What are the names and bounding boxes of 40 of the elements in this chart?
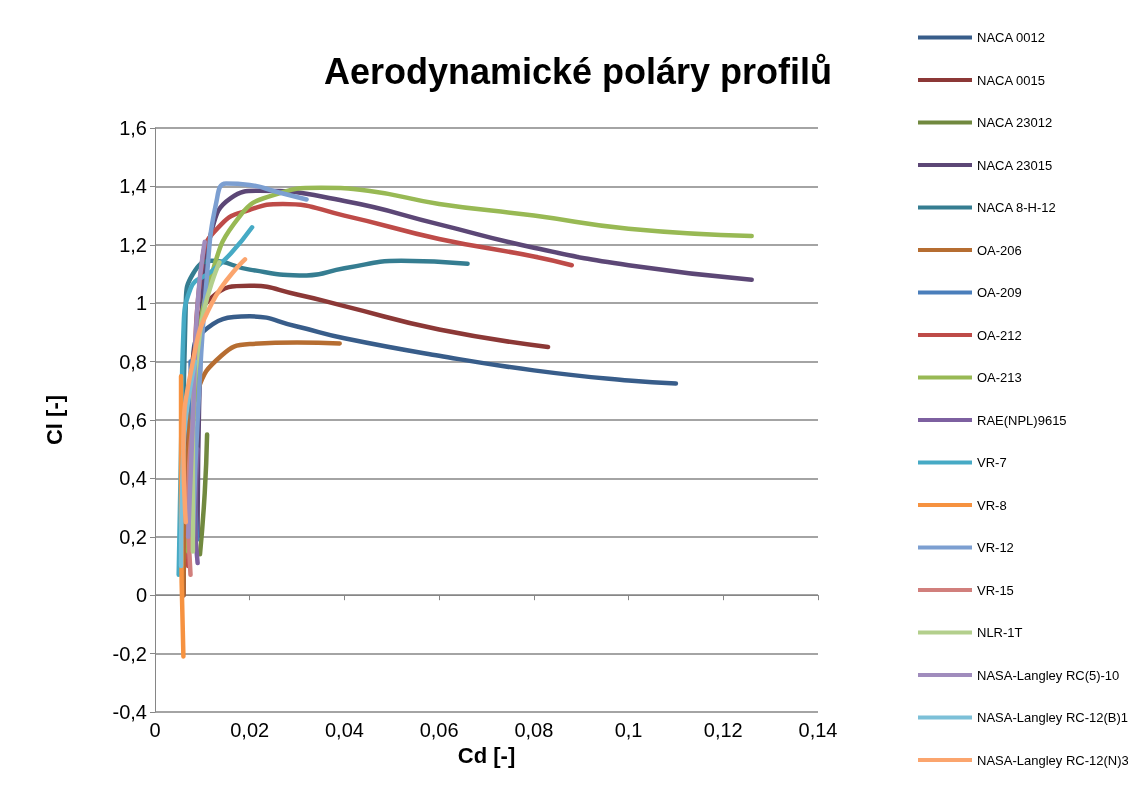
y-tick-label: 0 [135,584,147,607]
legend-label: RAE(NPL)9615 [977,412,1067,428]
legend-label: NASA-Langley RC-12(B)1 [977,710,1129,725]
x-tick-label: 0,08 [514,719,554,741]
legend-label: OA-213 [977,370,1022,385]
x-tick-label: 0,14 [798,719,838,741]
x-tick-label: 0 [149,719,161,741]
y-tick-label: 1,4 [119,175,147,198]
y-tick-label: 0,4 [119,467,147,490]
x-tick-label: 0,06 [419,719,459,741]
x-tick-label: 0,1 [614,719,643,741]
legend-label: VR-15 [977,582,1014,598]
x-tick-label: 0,02 [230,719,270,741]
y-tick-label: -0,4 [112,701,147,723]
y-tick-label: 0,6 [119,409,147,431]
legend-label: VR-12 [977,540,1014,555]
x-axis-title: Cd [-] [457,743,516,769]
legend-label: NACA 23012 [977,115,1053,130]
y-axis-title: Cl [-] [41,394,67,446]
legend-label: OA-209 [977,285,1022,300]
legend-label: NACA 8-H-12 [977,200,1056,215]
y-tick-label: 1,6 [119,117,147,139]
y-tick-label: 1,2 [119,233,147,256]
legend-label: NLR-1T [977,625,1023,640]
y-tick-label: -0,2 [112,642,147,665]
legend-label: NACA 23015 [977,157,1053,173]
legend-label: NACA 0015 [977,72,1045,88]
legend-label: OA-212 [977,327,1022,343]
legend-label: NASA-Langley RC-12(N)3 [977,752,1129,768]
chart-title: Aerodynamické poláry profilů [323,50,833,92]
x-tick-label: 0,04 [324,719,364,741]
legend-label: VR-7 [977,455,1007,470]
legend-label: NASA-Langley RC(5)-10 [977,667,1120,683]
legend-label: NACA 0012 [977,30,1045,45]
x-tick-label: 0,12 [703,719,743,741]
legend-label: OA-206 [977,242,1022,258]
y-tick-label: 0,8 [119,350,147,373]
y-tick-label: 0,2 [119,525,147,548]
y-tick-label: 1 [135,292,147,315]
legend-label: VR-8 [977,497,1007,513]
